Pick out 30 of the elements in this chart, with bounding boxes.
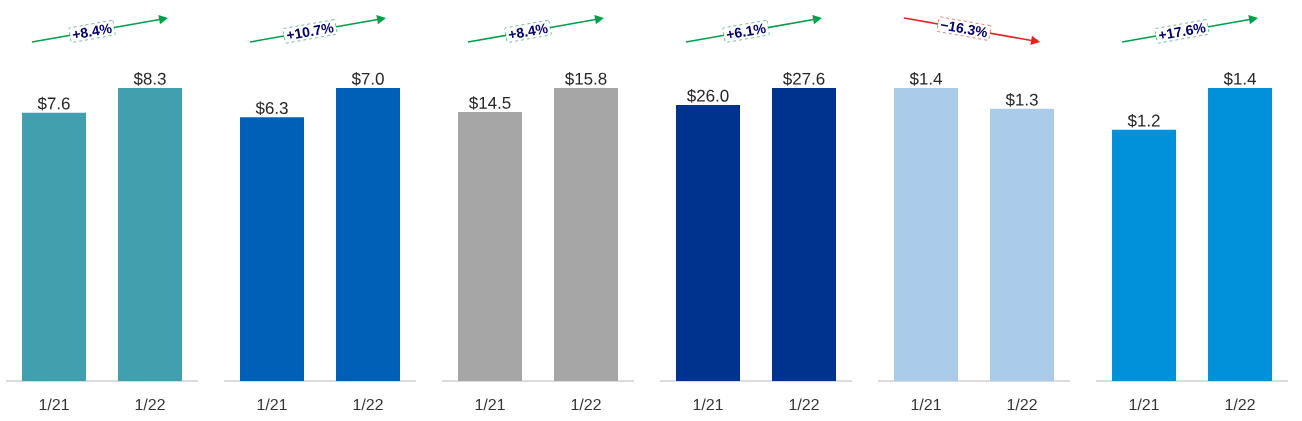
text: −16.3%	[940, 21, 987, 38]
data-label: $27.6	[783, 72, 825, 86]
data-label: $1.4	[1223, 72, 1257, 86]
data-label: $7.0	[351, 72, 384, 86]
x-tick-label: 1/22	[353, 398, 383, 411]
data-label: $1.4	[909, 72, 942, 86]
x-tick-label: 1/22	[1225, 398, 1255, 411]
data-label: $1.3	[1005, 92, 1038, 107]
text: +8.4%	[72, 23, 112, 38]
data-label: $15.8	[565, 72, 607, 86]
data-label: $26.0	[687, 89, 729, 103]
x-tick-label: 1/21	[1129, 398, 1159, 411]
x-tick-label: 1/22	[135, 398, 165, 411]
x-tick-label: 1/21	[693, 398, 723, 411]
text: +6.1%	[726, 23, 766, 38]
data-label: $1.2	[1127, 113, 1160, 128]
x-tick-label: 1/22	[571, 398, 601, 411]
x-tick-label: 1/22	[1007, 398, 1037, 411]
data-label: $8.3	[133, 72, 166, 86]
text: +10.7%	[286, 22, 334, 39]
data-label: $6.3	[255, 101, 288, 116]
x-tick-label: 1/21	[475, 398, 505, 411]
data-label: $7.6	[37, 96, 70, 111]
text: +8.4%	[508, 23, 548, 38]
data-label: $14.5	[469, 96, 511, 110]
text: +17.6%	[1158, 22, 1206, 39]
x-tick-label: 1/21	[39, 398, 69, 411]
x-tick-label: 1/22	[789, 398, 819, 411]
x-tick-label: 1/21	[257, 398, 287, 411]
x-tick-label: 1/21	[911, 398, 941, 411]
